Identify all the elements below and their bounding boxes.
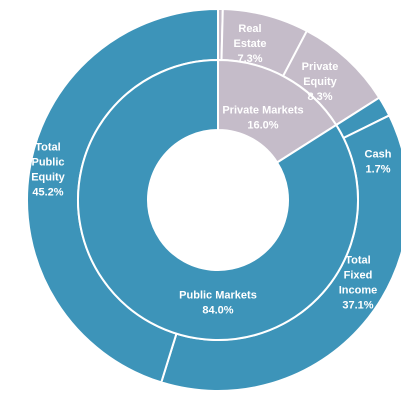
slice-label: Total Public Equity [31, 141, 65, 183]
slice-label: Private Markets [222, 104, 303, 116]
slice-label: Total Fixed Income [339, 254, 378, 296]
value-label: 84.0% [202, 304, 233, 316]
slice-label: Public Markets [179, 289, 257, 301]
slice-label: Real Estate [233, 23, 266, 50]
slice [77, 58, 359, 341]
value-label: 1.7% [365, 163, 390, 175]
value-label: 7.3% [237, 53, 262, 65]
slice-label: Private Equity [302, 61, 339, 88]
value-label: 37.1% [342, 299, 373, 311]
slice-label: Cash [365, 148, 392, 160]
value-label: 45.2% [32, 186, 63, 198]
value-label: 8.3% [307, 91, 332, 103]
value-label: 16.0% [247, 119, 278, 131]
